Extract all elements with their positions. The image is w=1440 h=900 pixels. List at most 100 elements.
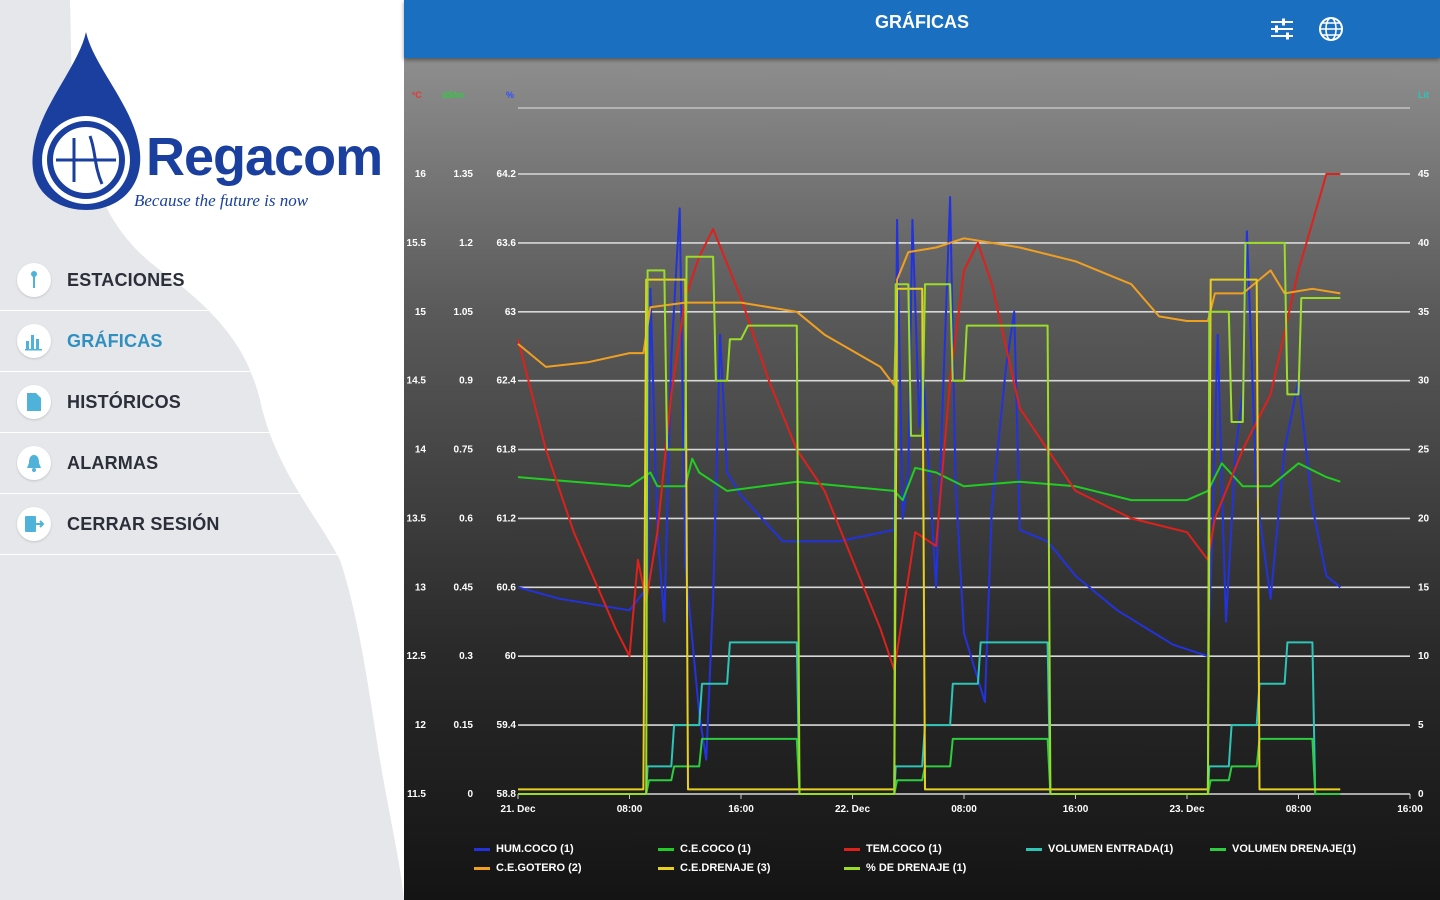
y-tick-ce: 1.35 (454, 169, 474, 180)
filter-sliders-icon[interactable] (1268, 15, 1296, 43)
unit-label-ce: dS/m (442, 90, 464, 100)
sidebar-item-historicos[interactable]: HISTÓRICOS (0, 372, 404, 433)
legend-item[interactable]: VOLUMEN DRENAJE(1) (1210, 840, 1356, 858)
legend-item[interactable]: % DE DRENAJE (1) (844, 859, 966, 877)
unit-label-temp: ºC (412, 90, 422, 100)
x-tick-label: 21. Dec (500, 804, 535, 815)
sidebar-item-estaciones[interactable]: ESTACIONES (0, 250, 404, 311)
y-tick-temp: 15 (415, 307, 427, 318)
legend-swatch (844, 847, 860, 851)
y-tick-temp: 15.5 (407, 238, 427, 249)
y-tick-ce: 0.3 (459, 651, 473, 662)
legend-swatch (1210, 847, 1226, 851)
chart-panel: ºC dS/m% Lit 16 1.35 64.2 45 15.5 1.2 63.6 40 15 1.0… (404, 58, 1440, 900)
sidebar-item-graficas[interactable]: GRÁFICAS (0, 311, 404, 372)
y-tick-hum: 59.4 (497, 720, 517, 731)
legend-label: C.E.GOTERO (2) (496, 862, 582, 874)
legend-item[interactable]: HUM.COCO (1) (474, 840, 574, 858)
legend-swatch (474, 866, 490, 870)
legend-label: C.E.DRENAJE (3) (680, 862, 771, 874)
x-tick-label: 08:00 (951, 804, 977, 815)
legend-label: HUM.COCO (1) (496, 843, 574, 855)
y-tick-ce: 1.2 (459, 238, 473, 249)
y-tick-temp: 12.5 (407, 651, 427, 662)
legend-label: C.E.COCO (1) (680, 843, 751, 855)
sidebar-item-label: GRÁFICAS (67, 330, 163, 351)
y-tick-vol: 25 (1418, 445, 1430, 456)
drop-logo-icon (32, 32, 141, 210)
y-tick-temp: 12 (415, 720, 427, 731)
y-tick-ce: 0.15 (454, 720, 474, 731)
y-tick-vol: 15 (1418, 582, 1430, 593)
x-tick-label: 08:00 (1286, 804, 1312, 815)
series-line (518, 737, 1341, 795)
legend-swatch (844, 866, 860, 870)
y-tick-ce: 0 (467, 789, 473, 800)
sidebar-item-cerrar-sesion[interactable]: CERRAR SESIÓN (0, 494, 404, 555)
series-line (518, 641, 1341, 795)
y-tick-hum: 60.6 (497, 582, 517, 593)
y-tick-hum: 60 (505, 651, 517, 662)
sensor-chart[interactable]: ºC dS/m% Lit 16 1.35 64.2 45 15.5 1.2 63.6 40 15 1.0… (404, 58, 1440, 900)
sidebar-item-label: ESTACIONES (67, 269, 185, 290)
x-tick-label: 08:00 (617, 804, 643, 815)
y-tick-temp: 14.5 (407, 376, 427, 387)
y-tick-temp: 16 (415, 169, 427, 180)
series-line (517, 173, 1341, 671)
x-tick-label: 23. Dec (1169, 804, 1204, 815)
sidebar-background (0, 0, 404, 900)
unit-label-vol: Lit (1418, 90, 1429, 100)
document-icon (17, 385, 51, 419)
y-tick-ce: 0.75 (454, 445, 474, 456)
legend-item[interactable]: TEM.COCO (1) (844, 840, 942, 858)
y-tick-hum: 61.2 (497, 513, 517, 524)
x-tick-label: 16:00 (1397, 804, 1423, 815)
legend-label: VOLUMEN ENTRADA(1) (1048, 843, 1174, 855)
y-tick-vol: 35 (1418, 307, 1430, 318)
legend-item[interactable]: C.E.COCO (1) (658, 840, 751, 858)
legend-label: % DE DRENAJE (1) (866, 862, 967, 874)
logout-icon (17, 507, 51, 541)
x-tick-label: 16:00 (1063, 804, 1089, 815)
sidebar-item-alarmas[interactable]: ALARMAS (0, 433, 404, 494)
y-tick-ce: 0.6 (459, 513, 473, 524)
regacom-logo: Regacom Because the future is now (28, 28, 388, 218)
y-tick-hum: 62.4 (497, 376, 517, 387)
brand-slogan: Because the future is now (134, 191, 309, 210)
y-tick-hum: 61.8 (497, 445, 517, 456)
legend-item[interactable]: VOLUMEN ENTRADA(1) (1026, 840, 1173, 858)
y-tick-hum: 63 (505, 307, 517, 318)
legend-label: VOLUMEN DRENAJE(1) (1232, 843, 1357, 855)
y-tick-vol: 0 (1418, 789, 1424, 800)
legend-swatch (658, 866, 674, 870)
sidebar: Regacom Because the future is now ESTACI… (0, 0, 404, 900)
brand-name: Regacom (146, 127, 383, 187)
bell-icon (17, 446, 51, 480)
x-tick-label: 16:00 (728, 804, 754, 815)
y-tick-ce: 0.9 (459, 376, 473, 387)
y-tick-vol: 10 (1418, 651, 1430, 662)
sidebar-item-label: HISTÓRICOS (67, 391, 182, 412)
y-tick-temp: 13 (415, 582, 427, 593)
globe-icon[interactable] (1317, 15, 1345, 43)
legend-row-2: C.E.GOTERO (2) C.E.DRENAJE (3) % DE DRENAJ… (474, 859, 1414, 877)
legend-item[interactable]: C.E.GOTERO (2) (474, 859, 582, 877)
app-header: GRÁFICAS (404, 0, 1440, 58)
bar-chart-icon (17, 324, 51, 358)
sidebar-menu: ESTACIONES GRÁFICAS HISTÓRICOS ALARMAS C… (0, 250, 404, 555)
page-title: GRÁFICAS (875, 12, 969, 32)
antenna-icon (17, 263, 51, 297)
y-tick-temp: 13.5 (407, 513, 427, 524)
y-tick-vol: 40 (1418, 238, 1430, 249)
y-tick-ce: 1.05 (454, 307, 474, 318)
y-tick-ce: 0.45 (454, 582, 474, 593)
sidebar-item-label: CERRAR SESIÓN (67, 513, 220, 534)
y-tick-temp: 11.5 (407, 789, 426, 800)
legend-label: TEM.COCO (1) (866, 843, 942, 855)
y-tick-vol: 45 (1418, 169, 1430, 180)
y-tick-vol: 20 (1418, 513, 1430, 524)
y-tick-vol: 5 (1418, 720, 1424, 731)
series-line (517, 196, 1341, 761)
legend-item[interactable]: C.E.DRENAJE (3) (658, 859, 770, 877)
series-line (518, 278, 1341, 791)
